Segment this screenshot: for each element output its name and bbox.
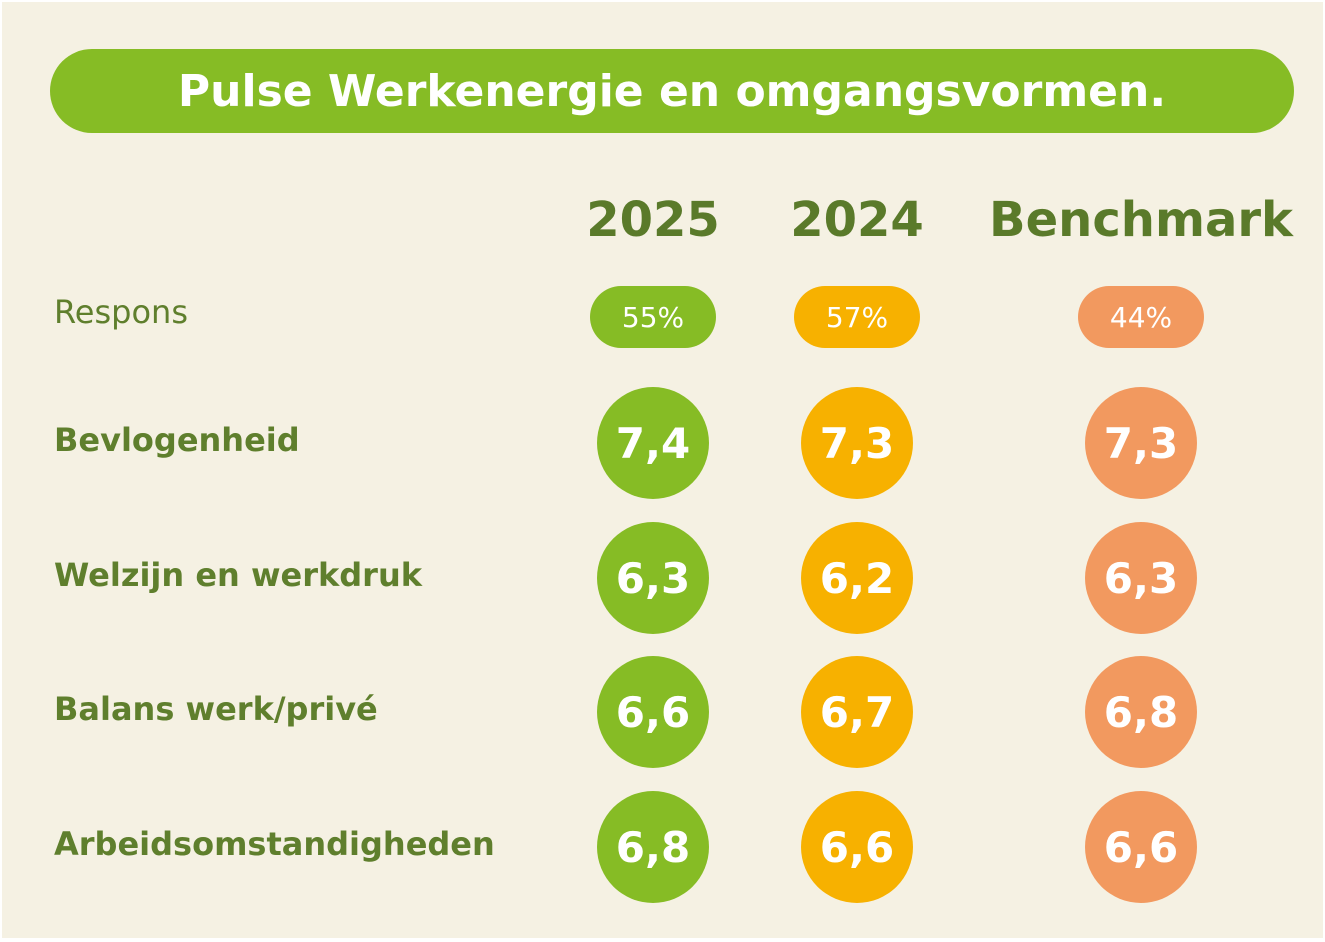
score-circle: 7,4 <box>597 387 709 499</box>
column-header: 2025 <box>586 192 720 248</box>
row-label: Balans werk/privé <box>54 690 378 728</box>
score-circle: 6,2 <box>801 522 913 634</box>
score-circle: 6,8 <box>1085 656 1197 768</box>
title: Pulse Werkenergie en omgangsvormen. <box>50 49 1294 133</box>
score-circle: 6,7 <box>801 656 913 768</box>
score-circle: 6,6 <box>597 656 709 768</box>
column-header: 2024 <box>790 192 924 248</box>
score-circle: 6,3 <box>597 522 709 634</box>
score-circle: 6,6 <box>801 791 913 903</box>
response-pill: 44% <box>1078 286 1204 348</box>
score-circle: 7,3 <box>1085 387 1197 499</box>
response-pill: 57% <box>794 286 920 348</box>
row-label: Bevlogenheid <box>54 421 300 459</box>
score-circle: 6,3 <box>1085 522 1197 634</box>
score-circle: 6,6 <box>1085 791 1197 903</box>
row-label: Arbeidsomstandigheden <box>54 825 495 863</box>
score-circle: 7,3 <box>801 387 913 499</box>
row-label: Welzijn en werkdruk <box>54 556 423 594</box>
row-label: Respons <box>54 293 188 331</box>
score-circle: 6,8 <box>597 791 709 903</box>
column-header: Benchmark <box>989 192 1293 248</box>
response-pill: 55% <box>590 286 716 348</box>
